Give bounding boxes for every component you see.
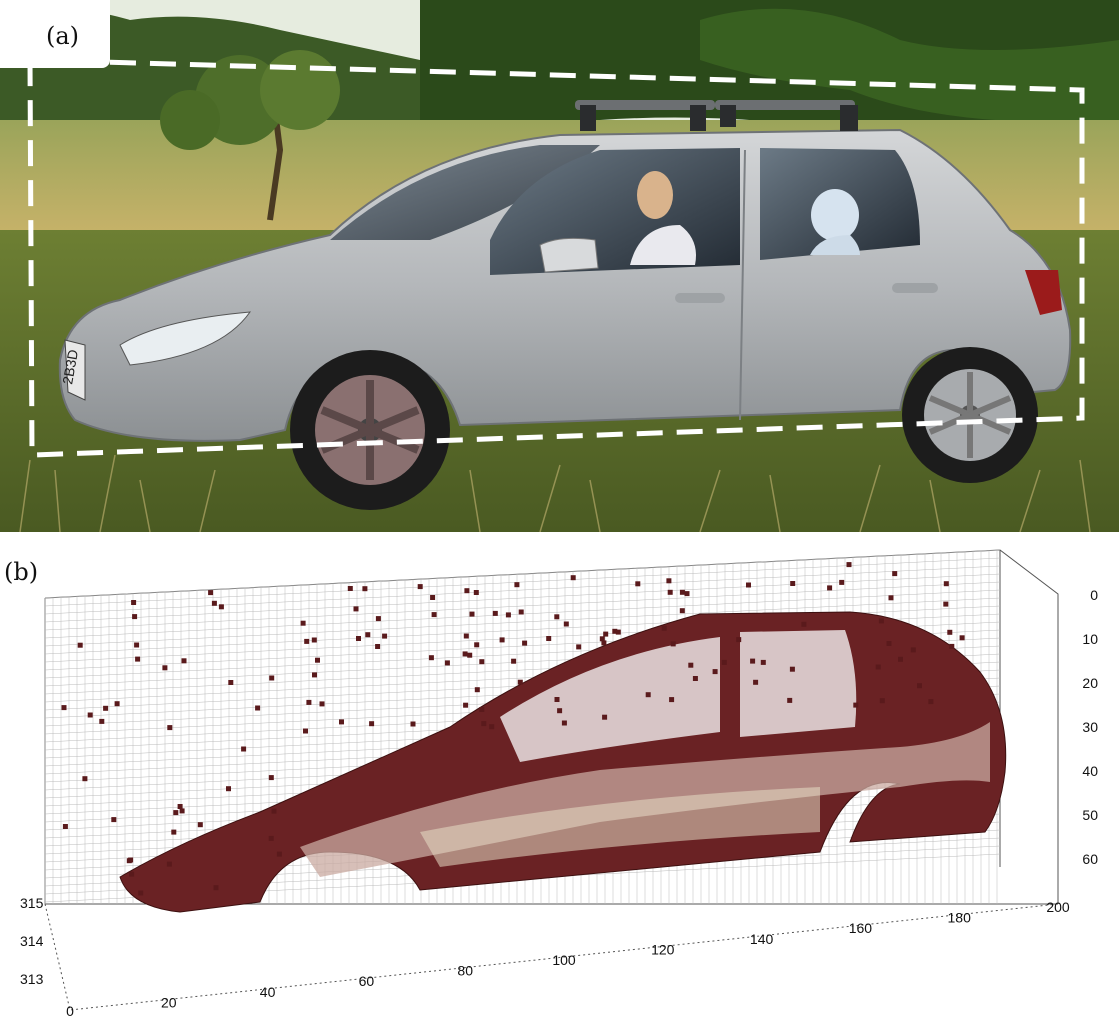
noise-points <box>61 562 965 896</box>
panel-a-label: (a) <box>46 22 80 50</box>
z-tick-label: 313 <box>20 971 44 987</box>
front-wheel <box>290 350 450 510</box>
y-tick-label: 10 <box>1082 631 1098 647</box>
y-tick-label: 60 <box>1082 851 1098 867</box>
y-tick-label: 40 <box>1082 763 1098 779</box>
x-tick-label: 200 <box>1046 899 1070 915</box>
car-photo-panel: 2B3D <box>0 0 1119 532</box>
x-tick-label: 140 <box>750 931 774 947</box>
y-tick-label: 0 <box>1090 587 1098 603</box>
y-tick-label: 50 <box>1082 807 1098 823</box>
windshield <box>330 145 600 240</box>
side-mirror <box>539 237 599 273</box>
car-photo: 2B3D <box>0 0 1119 532</box>
x-tick-label: 60 <box>359 973 375 989</box>
x-tick-label: 80 <box>457 963 473 979</box>
headlight <box>119 311 252 366</box>
mannequin-passenger <box>810 189 860 255</box>
y-tick-label: 20 <box>1082 675 1098 691</box>
roof-rack <box>575 100 858 131</box>
x-tick-label: 180 <box>948 910 972 926</box>
front-door-handle <box>675 293 725 303</box>
car: 2B3D <box>58 100 1072 510</box>
license-plate <box>64 339 86 401</box>
car-surface <box>119 611 1007 913</box>
rear-door-handle <box>892 283 938 293</box>
x-tick-label: 100 <box>552 952 576 968</box>
x-tick-label: 160 <box>849 920 873 936</box>
x-tick-label: 20 <box>161 994 177 1010</box>
x-tick-label: 0 <box>66 1003 74 1018</box>
x-tick-label: 40 <box>260 984 276 1000</box>
surface-plot-panel: (b) 0 20 40 60 80 100 120 140 160 180 200 0 10 20 30 40… <box>0 532 1119 1019</box>
z-tick-label: 315 <box>20 895 44 911</box>
surface-plot: 0 20 40 60 80 100 120 140 160 180 200 0 10 20 30 40 50 60… <box>20 549 1098 1019</box>
panel-a-label-box: (a) <box>0 0 110 68</box>
z-tick-label: 314 <box>20 933 44 949</box>
small-tree <box>160 50 340 221</box>
mannequin-driver <box>630 171 696 265</box>
tail-light <box>1025 270 1062 315</box>
license-plate-text: 2B3D <box>59 348 81 385</box>
rear-wheel <box>902 347 1038 483</box>
y-tick-label: 30 <box>1082 719 1098 735</box>
x-tick-label: 120 <box>651 941 675 957</box>
dashed-bounding-box <box>27 57 1085 458</box>
panel-b-label: (b) <box>4 558 39 586</box>
